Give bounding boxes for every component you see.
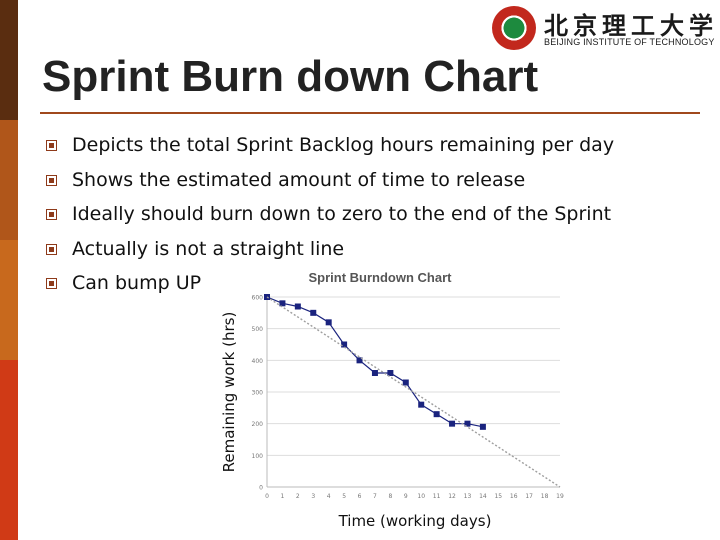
actual-data-point [433,411,440,418]
chart-x-tick-label: 14 [479,493,487,500]
chart-x-tick-label: 19 [556,493,564,500]
actual-data-point [402,379,409,386]
chart-y-tick-label: 0 [259,485,263,492]
side-bar-segment [0,240,18,360]
chart-y-tick-label: 100 [252,453,264,460]
square-bullet-icon [46,140,57,151]
side-bar-segment [0,120,18,240]
chart-x-tick-label: 9 [404,493,408,500]
side-bar-segment [0,0,18,120]
chart-x-tick-label: 8 [388,493,392,500]
side-bar-segment [0,360,18,540]
chart-x-tick-label: 0 [265,493,269,500]
university-logo: 北京理工大学 BEIJING INSTITUTE OF TECHNOLOGY [492,6,714,50]
actual-data-point [387,370,394,376]
chart-x-tick-label: 2 [296,493,300,500]
bullet-text: Ideally should burn down to zero to the … [72,203,612,225]
actual-data-point [356,357,363,364]
bullet-text: Shows the estimated amount of time to re… [72,168,526,191]
chart-x-tick-label: 10 [417,493,425,500]
chart-y-axis-label: Remaining work (hrs) [220,311,238,473]
chart-x-axis-label: Time (working days) [338,512,492,530]
actual-data-point [294,303,301,310]
square-bullet-icon [46,278,57,289]
chart-y-tick-label: 200 [252,421,264,428]
chart-x-tick-label: 3 [311,493,315,500]
actual-data-point [371,370,378,376]
chart-x-tick-label: 15 [494,493,502,500]
square-bullet-icon [46,209,57,220]
chart-y-tick-label: 500 [252,326,264,333]
actual-data-point [341,341,348,348]
square-bullet-icon [46,174,57,186]
chart-x-tick-label: 18 [541,493,549,500]
bullet-text: Depicts the total Sprint Backlog hours r… [72,134,615,156]
chart-y-tick-label: 300 [252,390,264,397]
square-bullet-icon [46,243,57,255]
chart-x-tick-label: 5 [342,493,346,500]
chart-x-tick-label: 12 [448,493,456,500]
actual-data-point [325,319,332,326]
slide-title: Sprint Burn down Chart [42,52,539,101]
chart-y-tick-label: 400 [252,358,264,365]
chart-x-tick-label: 4 [327,493,331,500]
chart-x-tick-label: 13 [464,493,472,500]
chart-x-tick-label: 16 [510,493,518,500]
chart-x-tick-label: 1 [281,493,285,500]
chart-title: Sprint Burndown Chart [309,270,453,285]
bullet-text: Can bump UP [72,272,202,294]
chart-y-tick-label: 600 [252,295,264,302]
actual-data-point [464,420,471,427]
actual-data-point [310,309,317,316]
university-name-english: BEIJING INSTITUTE OF TECHNOLOGY [544,37,715,47]
actual-data-point [418,401,425,408]
title-divider [40,112,700,114]
actual-burndown-line [266,296,484,428]
burndown-chart: Sprint Burndown Chart0100200300400500600… [230,262,570,510]
chart-x-tick-label: 17 [525,493,533,500]
bullet-text: Actually is not a straight line [72,237,345,260]
university-seal-icon [492,6,536,50]
university-name-chinese: 北京理工大学 [544,11,718,40]
actual-data-point [449,420,456,427]
chart-x-tick-label: 6 [358,493,362,500]
actual-data-point [279,300,286,307]
chart-x-tick-label: 11 [433,493,441,500]
actual-data-point [479,423,486,430]
chart-x-tick-label: 7 [373,493,377,500]
